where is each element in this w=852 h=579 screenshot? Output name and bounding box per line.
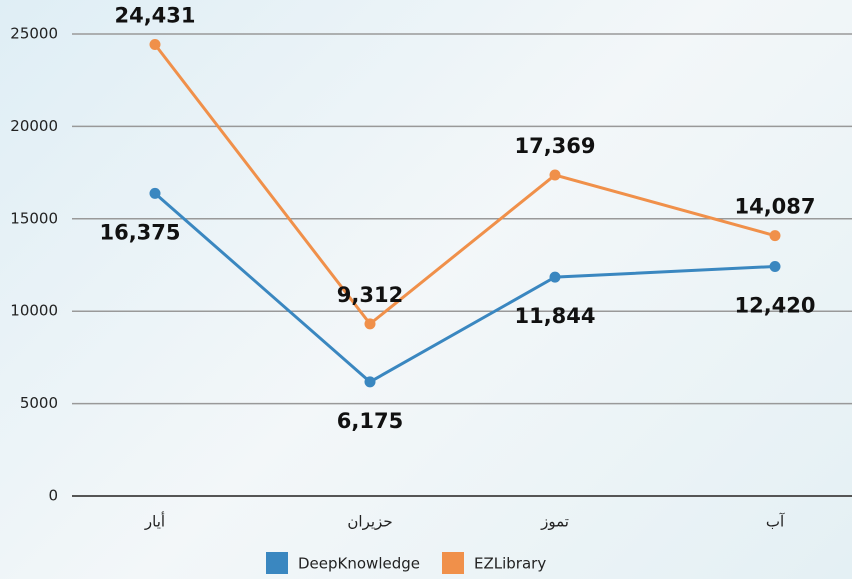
series-line bbox=[153, 43, 776, 327]
data-point bbox=[364, 318, 376, 330]
value-label: 14,087 bbox=[734, 195, 815, 219]
x-tick-label: تموز bbox=[540, 513, 569, 531]
data-point bbox=[149, 187, 161, 199]
value-label: 9,312 bbox=[337, 283, 403, 307]
data-point bbox=[364, 376, 376, 388]
data-point bbox=[769, 230, 781, 242]
legend-label: DeepKnowledge bbox=[298, 555, 420, 573]
x-tick-label: آب bbox=[766, 513, 785, 531]
value-label: 11,844 bbox=[514, 304, 595, 328]
data-point bbox=[769, 260, 781, 272]
value-label: 16,375 bbox=[99, 220, 180, 244]
data-point bbox=[549, 169, 561, 181]
y-tick-label: 10000 bbox=[10, 302, 58, 320]
legend-label: EZLibrary bbox=[474, 555, 546, 573]
data-point bbox=[149, 39, 161, 51]
y-tick-label: 20000 bbox=[10, 117, 58, 135]
series-line bbox=[154, 192, 776, 384]
legend-swatch bbox=[442, 552, 464, 574]
value-label: 24,431 bbox=[114, 4, 195, 28]
legend-swatch bbox=[266, 552, 288, 574]
x-tick-label: أيار bbox=[144, 512, 165, 531]
value-label: 12,420 bbox=[734, 293, 815, 317]
data-point bbox=[549, 271, 561, 283]
y-tick-label: 15000 bbox=[10, 209, 58, 227]
y-tick-label: 5000 bbox=[20, 394, 58, 412]
value-label: 17,369 bbox=[514, 134, 595, 158]
y-tick-label: 0 bbox=[48, 487, 58, 505]
y-tick-label: 25000 bbox=[10, 25, 58, 43]
value-label: 6,175 bbox=[337, 409, 403, 433]
x-tick-label: حزيران bbox=[347, 513, 392, 531]
